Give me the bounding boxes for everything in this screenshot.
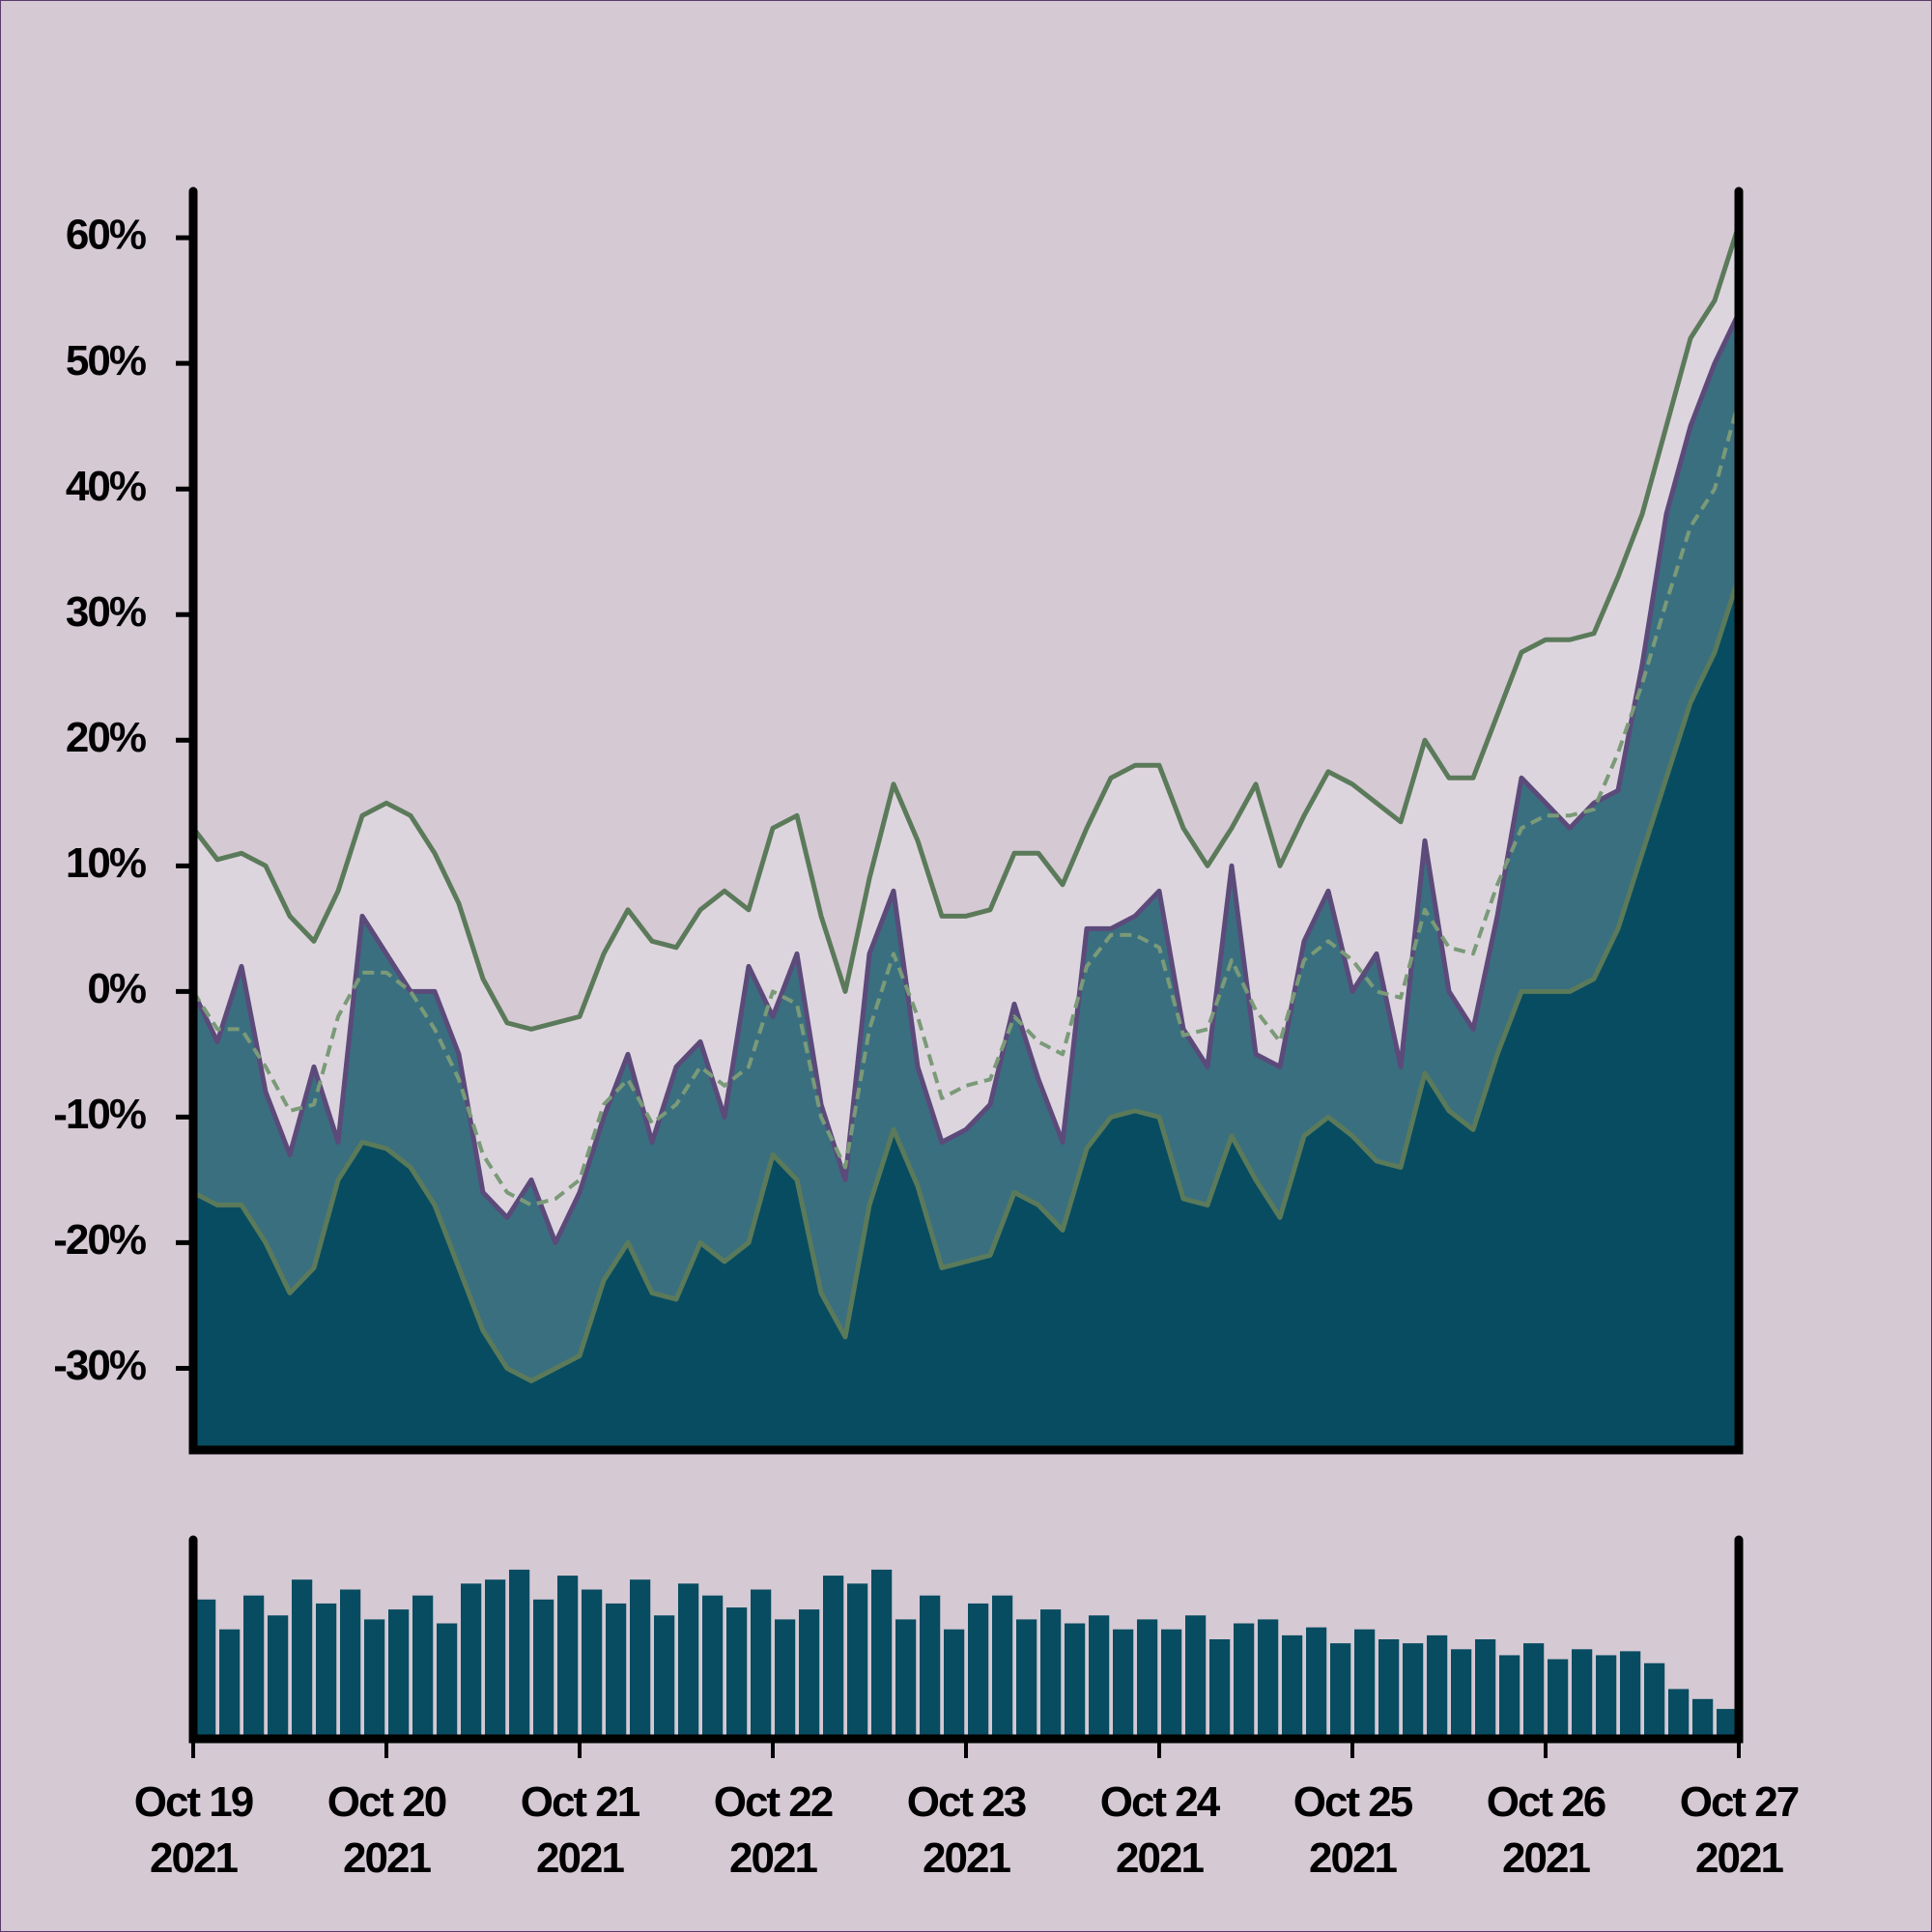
volume-bar [751,1589,772,1739]
x-tick-label: Oct 26 2021 [1487,1778,1605,1882]
volume-bar [1499,1655,1520,1739]
volume-bar [1137,1619,1158,1739]
volume-bar [1523,1643,1545,1739]
y-tick-label: -30% [53,1342,146,1389]
volume-bar [606,1603,627,1739]
y-tick-label: 50% [66,337,146,384]
volume-bar [582,1589,603,1739]
volume-bar [1282,1634,1303,1739]
volume-bar [437,1623,458,1739]
volume-bar [509,1569,530,1739]
volume-bar [1620,1651,1641,1739]
volume-bar [944,1629,965,1739]
volume-bar [461,1583,482,1739]
volume-bar [340,1589,361,1739]
volume-bar [243,1595,265,1739]
volume-bar [388,1609,410,1739]
volume-bar [654,1615,675,1739]
x-tick-label: Oct 21 2021 [521,1778,640,1882]
volume-bar [1717,1709,1738,1739]
volume-bar [1475,1639,1496,1739]
volume-bar [1378,1639,1400,1739]
volume-bar [871,1569,893,1739]
volume-bar [1354,1629,1376,1739]
volume-bar [268,1615,289,1739]
volume-bar [292,1579,313,1739]
volume-bar [968,1603,989,1739]
volume-bar [847,1583,868,1739]
volume-bar [485,1579,506,1739]
area [193,577,1739,1450]
x-tick-label: Oct 20 2021 [327,1778,446,1882]
volume-bar [1451,1649,1472,1739]
volume-bar [1040,1609,1062,1739]
dashed-line [191,400,1741,1208]
volume-bar [364,1619,385,1739]
volume-bar [533,1599,554,1739]
y-tick-label: -20% [53,1216,146,1264]
y-tick-label: -10% [53,1091,146,1138]
y-tick-label: 30% [66,588,146,636]
y-tick-label: 20% [66,714,146,761]
volume-bar [1234,1623,1255,1739]
line [191,576,1742,1383]
volume-bar [920,1595,941,1739]
axis-frame [188,186,1744,1455]
volume-bar [557,1576,579,1739]
volume-bar [1258,1619,1279,1739]
y-tick-label: 60% [66,212,146,259]
volume-bar [1065,1623,1086,1739]
volume-bar [412,1595,434,1739]
x-tick-label: Oct 25 2021 [1293,1778,1413,1882]
volume-bar [823,1576,844,1739]
volume-bar [1185,1615,1207,1739]
axis-frame [188,1535,1744,1744]
y-tick-label: 10% [66,839,146,887]
volume-bar [726,1607,748,1739]
volume-bar [316,1603,337,1739]
volume-bar [1209,1639,1231,1739]
volume-bar [1668,1689,1690,1739]
y-tick-label: 0% [87,965,145,1012]
volume-bar [1644,1662,1665,1739]
x-tick-label: Oct 19 2021 [134,1778,253,1882]
x-tick-label: Oct 22 2021 [714,1778,833,1882]
volume-bar [702,1595,724,1739]
line [191,224,1742,1032]
volume-bar [799,1609,820,1739]
x-tick-label: Oct 23 2021 [907,1778,1026,1882]
volume-bar [992,1595,1013,1739]
y-tick-label: 40% [66,463,146,510]
volume-bar [195,1599,216,1739]
volume-bar [678,1583,699,1739]
volume-bar [219,1629,241,1739]
x-tick-label: Oct 24 2021 [1100,1778,1221,1882]
volume-bar [1161,1629,1182,1739]
line [190,312,1742,1245]
volume-bar [1113,1629,1134,1739]
volume-bar [1306,1627,1327,1739]
volume-bar [775,1619,796,1739]
volume-bar [630,1579,651,1739]
volume-bar [1548,1659,1569,1739]
volume-bar [1596,1655,1617,1739]
volume-bar [1330,1643,1351,1739]
volume-bar [1016,1619,1037,1739]
volume-bar [1572,1649,1593,1739]
volume-bar [1427,1634,1448,1739]
x-tick-label: Oct 27 2021 [1680,1778,1799,1882]
volume-bar [1692,1698,1714,1739]
volume-bar [1089,1615,1110,1739]
volume-bar [1403,1643,1424,1739]
volume-bar [895,1619,917,1739]
